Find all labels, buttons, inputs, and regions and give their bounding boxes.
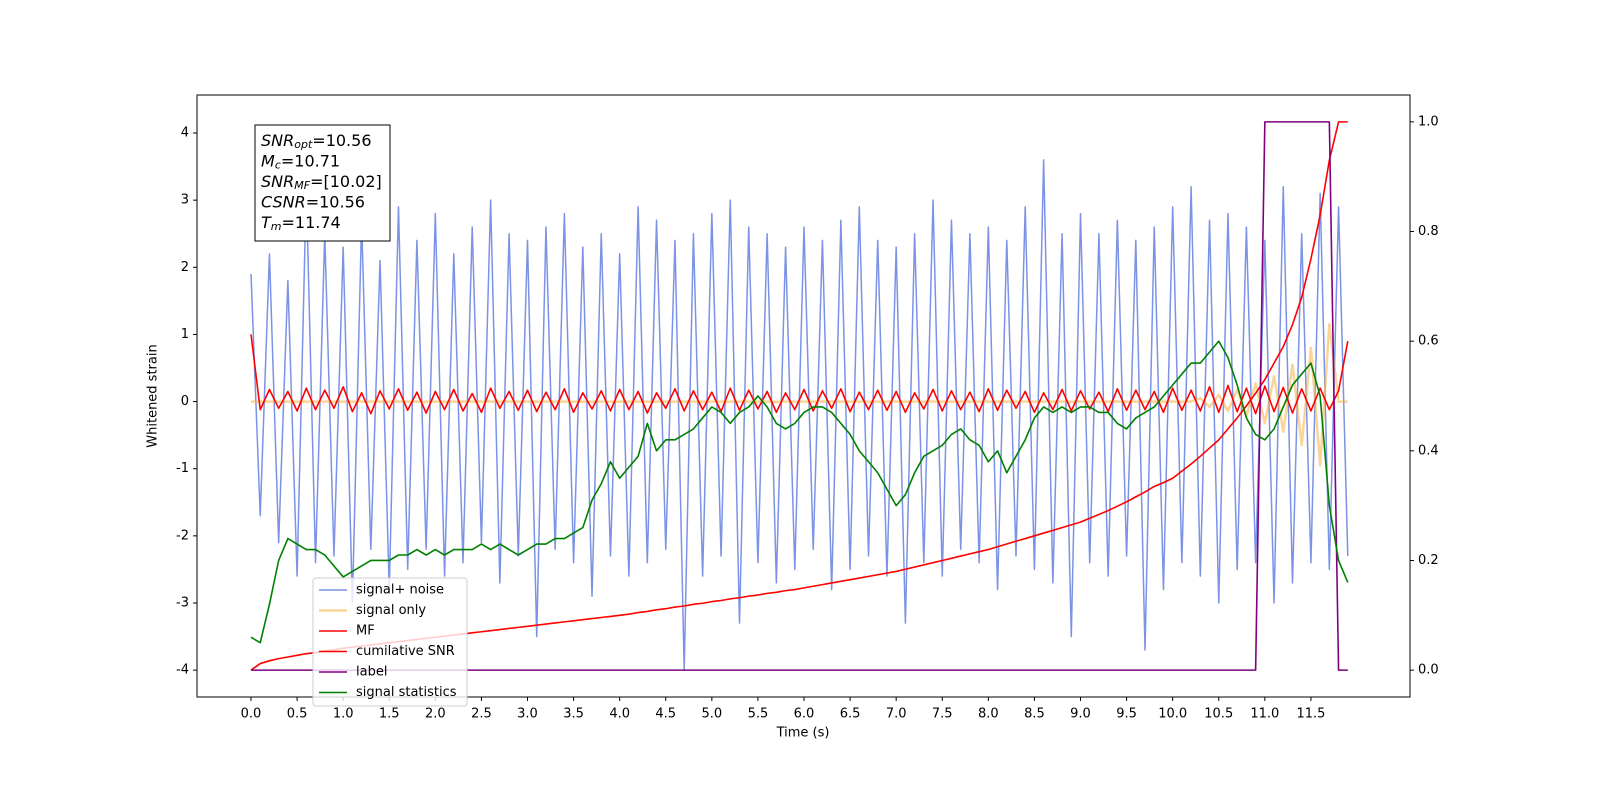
y2-tick-label: 0.6	[1418, 334, 1439, 349]
annotation-frame	[254, 124, 391, 242]
y-axis-label: Whitened strain	[146, 344, 161, 447]
y2-tick-label: 0.4	[1418, 443, 1439, 458]
x-tick-label: 8.5	[1024, 707, 1045, 722]
x-tick-label: 10.5	[1204, 707, 1233, 722]
x-tick-label: 5.0	[701, 707, 722, 722]
y-tick-label: -2	[176, 528, 189, 543]
x-tick-label: 0.5	[287, 707, 308, 722]
x-tick-label: 3.0	[517, 707, 538, 722]
annotation-box: SNRopt=10.56Mc=10.71SNRMF=[10.02]CSNR=10…	[254, 124, 391, 242]
y-tick-label: 4	[181, 126, 189, 141]
annotation-subscript: MF	[294, 179, 310, 192]
y-tick-label: -1	[176, 461, 189, 476]
series-line	[251, 323, 1348, 467]
annotation: SNRMF=[10.02]	[261, 172, 382, 193]
legend-label: label	[356, 665, 387, 680]
legend: signal+ noise signal only MF cumilative SNR…	[312, 577, 468, 707]
x-tick-label: 2.5	[471, 707, 492, 722]
x-tick-label: 4.0	[609, 707, 630, 722]
legend-label: cumilative SNR	[356, 644, 455, 659]
x-tick-label: 11.0	[1250, 707, 1279, 722]
x-tick-label: 10.0	[1158, 707, 1187, 722]
legend-label: signal+ noise	[356, 583, 444, 598]
annotation-symbol: SNR	[261, 131, 294, 150]
annotation: SNRopt=10.56	[261, 131, 372, 152]
legend-frame	[312, 577, 468, 707]
x-tick-label: 1.5	[379, 707, 400, 722]
x-axis-label: Time (s)	[776, 726, 830, 741]
x-tick-label: 6.5	[840, 707, 861, 722]
y-tick-label: -3	[176, 596, 189, 611]
y-tick-label: 0	[181, 394, 189, 409]
y-tick-label: 1	[181, 327, 189, 342]
annotation: Mc=10.71	[261, 151, 340, 172]
y-tick-label: 2	[181, 260, 189, 275]
annotation: CSNR=10.56	[261, 192, 365, 211]
annotation-subscript: opt	[294, 138, 313, 151]
y-tick-label: 3	[181, 193, 189, 208]
x-tick-label: 8.0	[978, 707, 999, 722]
y2-tick-label: 0.8	[1418, 224, 1439, 239]
legend-label: MF	[356, 624, 375, 639]
annotation-subscript: m	[271, 220, 282, 233]
y-tick-label: -4	[176, 663, 189, 678]
y2-tick-label: 1.0	[1418, 114, 1439, 129]
x-tick-label: 6.0	[794, 707, 815, 722]
x-tick-label: 3.5	[563, 707, 584, 722]
annotation-symbol: SNR	[261, 172, 294, 191]
x-tick-label: 0.0	[241, 707, 262, 722]
series-line	[250, 340, 1349, 644]
annotation: Tm=11.74	[261, 213, 341, 234]
annotation-value: =10.56	[306, 192, 365, 211]
annotation-value: =10.71	[281, 151, 340, 170]
x-tick-label: 4.5	[655, 707, 676, 722]
annotation-value: =10.56	[312, 131, 371, 150]
y2-tick-label: 0.2	[1418, 553, 1439, 568]
annotation-symbol: M	[261, 151, 275, 170]
legend-label: signal statistics	[356, 685, 457, 700]
annotation-symbol: T	[261, 213, 272, 232]
y2-tick-label: 0.0	[1418, 663, 1439, 678]
x-tick-label: 7.0	[886, 707, 907, 722]
x-tick-label: 7.5	[932, 707, 953, 722]
series-line	[250, 334, 1349, 415]
x-tick-label: 9.0	[1070, 707, 1091, 722]
x-tick-label: 11.5	[1296, 707, 1325, 722]
legend-label: signal only	[356, 603, 426, 618]
x-tick-label: 5.5	[748, 707, 769, 722]
annotation-symbol: CSNR	[261, 192, 306, 211]
annotation-value: =11.74	[282, 213, 341, 232]
x-tick-label: 1.0	[333, 707, 354, 722]
x-tick-label: 9.5	[1116, 707, 1137, 722]
plot-frame	[196, 94, 1411, 698]
x-tick-label: 2.0	[425, 707, 446, 722]
annotation-subscript: c	[275, 159, 281, 172]
annotation-value: =[10.02]	[310, 172, 382, 191]
